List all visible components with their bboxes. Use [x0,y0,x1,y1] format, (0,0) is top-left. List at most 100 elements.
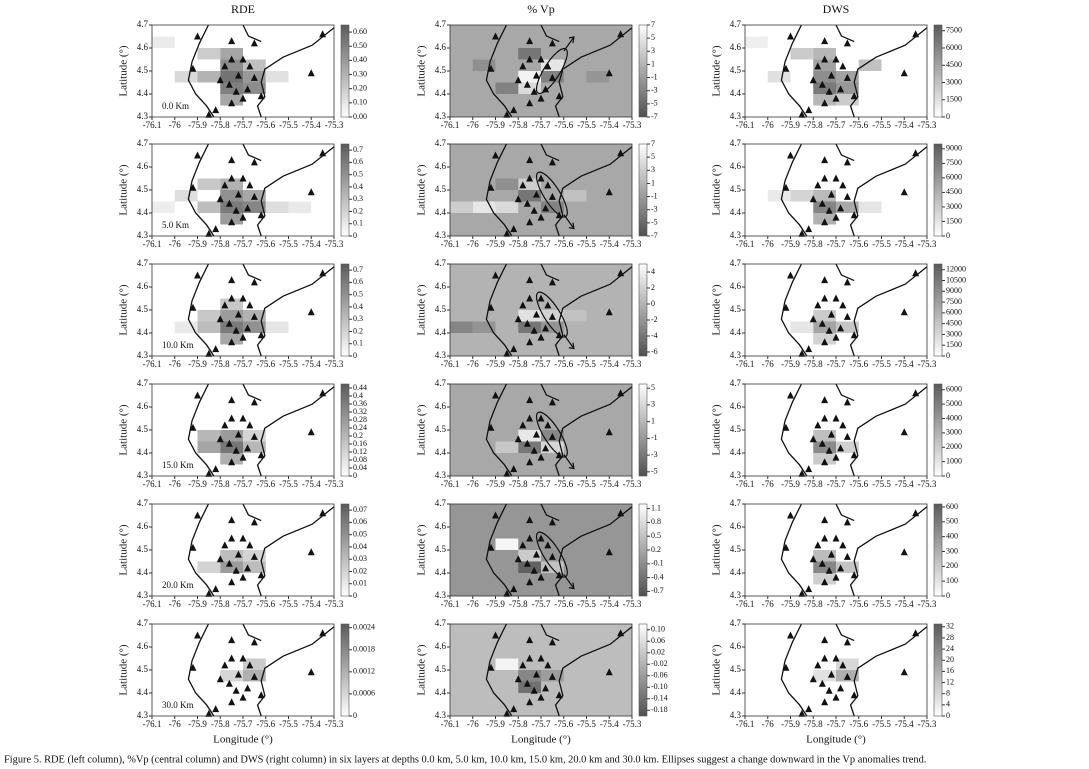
y-tick-label: 4.6 [435,42,447,52]
y-tick-label: 4.5 [137,664,149,674]
heatmap-cell [836,201,859,213]
colorbar-tick-label: 0.5 [353,289,363,298]
x-tick-label: -75.4 [895,719,914,729]
heatmap-cell [472,59,496,71]
x-tick-label: -75.8 [509,719,528,729]
depth-label: 0.0 Km [162,101,189,111]
station [514,435,522,443]
station [232,87,240,95]
x-tick-label: -75.7 [827,599,846,609]
heatmap-cell [220,48,243,60]
station [809,435,817,443]
y-axis-label: Latitude (°) [416,284,428,335]
station [617,629,625,637]
station [212,106,220,114]
heatmap-cell [220,201,243,213]
colorbar-tick-label: 5 [651,383,655,392]
colorbar-tick-label: 0.3 [353,194,363,203]
station [839,421,847,429]
station [194,271,201,279]
x-tick-label: -75.6 [256,359,275,369]
station [839,661,847,669]
station [850,211,858,219]
colorbar-tick-label: 1 [651,178,655,187]
colorbar-tick-label: 0.04 [353,542,367,551]
station [487,183,495,191]
station [787,151,794,159]
colorbar-tick-label: 0.4 [353,182,363,191]
heatmap-cell [152,201,175,213]
x-tick-label: -76 [467,479,479,489]
colorbar [933,24,943,118]
station [548,73,556,81]
colorbar-tick-label: 0.7 [353,145,363,154]
x-tick-label: -75.4 [600,719,619,729]
y-axis-label: Latitude (°) [711,284,723,335]
y-axis-label: Latitude (°) [118,164,130,215]
colorbar-tick-label: 0.5 [651,531,661,540]
colorbar-tick-label: 0.02 [651,648,665,657]
boundary-line [540,143,560,162]
colorbar-tick-label: 0.8 [651,517,661,526]
x-tick-label: -75.9 [486,479,505,489]
station [514,315,522,323]
station [257,571,265,579]
station [189,64,197,72]
colorbar-tick-label: -7 [651,231,658,240]
y-tick-label: 4.5 [730,424,742,434]
station [843,278,851,286]
x-tick-label: -75.3 [623,239,642,249]
x-tick-label: -75.4 [600,239,619,249]
heatmap-cell [541,441,564,453]
x-tick-label: -75.3 [325,599,344,609]
station [250,432,258,440]
heatmap-cell [220,82,243,94]
y-tick-label: 4.7 [730,138,742,148]
station [514,555,522,563]
heatmap-cell [813,441,836,453]
colorbar-tick-label: 1500 [946,95,962,104]
station [617,149,625,157]
x-tick-label: -75.4 [302,719,321,729]
y-tick-label: 4.5 [435,424,447,434]
x-tick-label: -76 [467,239,479,249]
boundary-line [849,506,928,597]
y-tick-label: 4.4 [137,567,149,577]
station [537,213,545,221]
station [228,654,236,662]
station [319,389,327,397]
boundary-line [256,27,335,118]
heatmap-cell [495,201,519,213]
boundary-line [187,24,215,118]
colorbar-tick-label: 0.3 [353,314,363,323]
x-tick-label: -76 [762,599,774,609]
heatmap-cell [541,201,564,213]
heatmap-cell [836,441,859,453]
station [492,391,499,399]
station [821,458,829,466]
y-tick-label: 4.4 [435,327,447,337]
x-tick-label: -75.5 [279,599,298,609]
colorbar-tick-label: 3000 [946,202,962,211]
y-tick-label: 4.7 [435,258,447,268]
x-tick-label: -75.3 [325,359,344,369]
station [555,571,563,579]
station [542,324,550,332]
station [228,156,236,164]
colorbar [638,383,648,477]
boundary-line [780,263,808,357]
heatmap-cell [265,321,289,333]
station [805,345,813,353]
x-tick-label: -75.6 [256,239,275,249]
y-tick-label: 4.5 [435,304,447,314]
x-tick-label: -75.9 [188,239,207,249]
y-tick-label: 4.5 [137,65,149,75]
trend-arrow-head [568,462,575,470]
heatmap-cell [563,310,587,322]
heatmap-cell [220,298,243,310]
boundary-line [835,623,855,642]
x-tick-label: -75.5 [872,479,891,489]
station [319,30,327,38]
colorbar-tick-label: -2 [651,315,658,324]
colorbar-tick-label: 0.0006 [353,689,375,698]
